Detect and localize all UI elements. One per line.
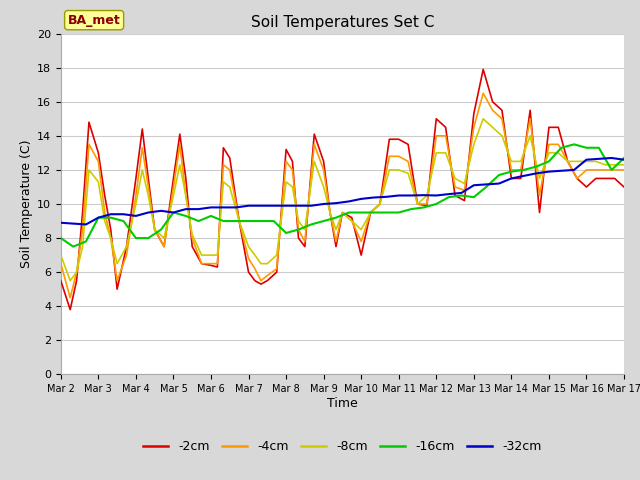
X-axis label: Time: Time bbox=[327, 397, 358, 410]
Text: BA_met: BA_met bbox=[68, 13, 120, 27]
Y-axis label: Soil Temperature (C): Soil Temperature (C) bbox=[20, 140, 33, 268]
Legend: -2cm, -4cm, -8cm, -16cm, -32cm: -2cm, -4cm, -8cm, -16cm, -32cm bbox=[138, 435, 547, 458]
Title: Soil Temperatures Set C: Soil Temperatures Set C bbox=[251, 15, 434, 30]
